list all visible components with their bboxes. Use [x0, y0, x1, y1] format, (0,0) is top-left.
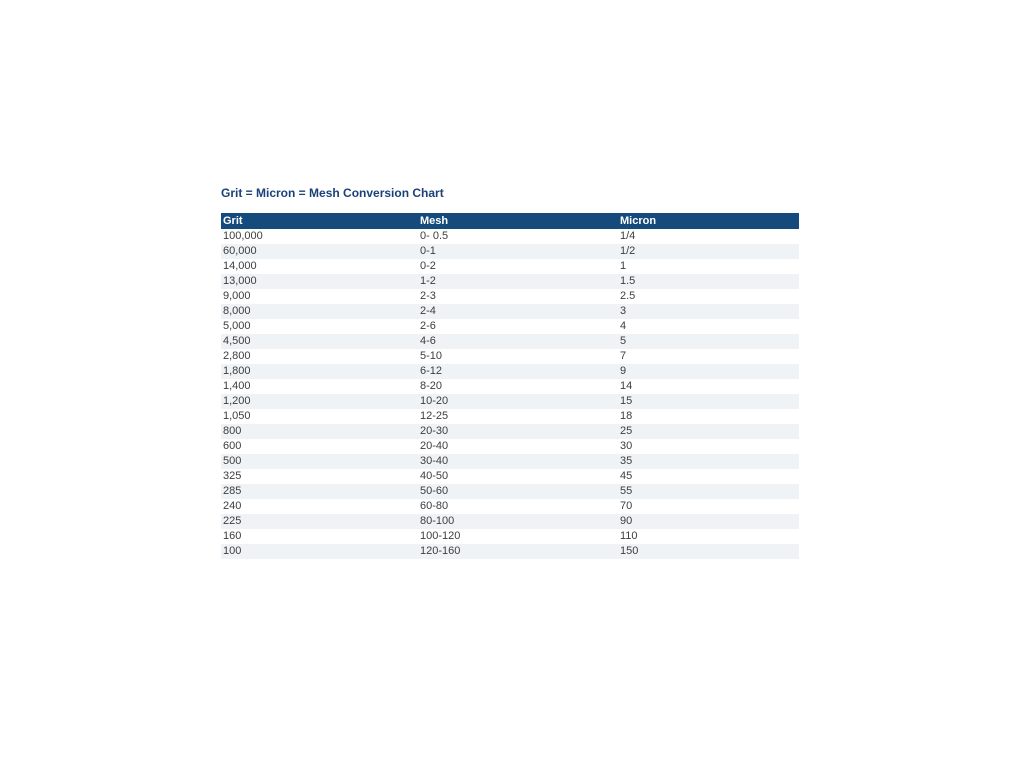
- grit-cell: 1,200: [223, 395, 251, 407]
- grit-cell: 13,000: [223, 275, 257, 287]
- mesh-cell: 2-3: [420, 290, 436, 302]
- mesh-cell: 30-40: [420, 455, 449, 467]
- page-title: Grit = Micron = Mesh Conversion Chart: [221, 186, 444, 200]
- micron-cell: 7: [620, 350, 627, 362]
- grit-cell: 8,000: [223, 305, 251, 317]
- table-row: 100 120-160 150: [221, 544, 799, 559]
- table-row: 4,500 4-6 5: [221, 334, 799, 349]
- micron-cell: 55: [620, 485, 633, 497]
- micron-cell: 5: [620, 335, 627, 347]
- table-row: 800 20-30 25: [221, 424, 799, 439]
- mesh-cell: 0- 0.5: [420, 230, 449, 242]
- mesh-cell: 120-160: [420, 545, 461, 557]
- grit-cell: 160: [223, 530, 242, 542]
- grit-cell: 1,800: [223, 365, 251, 377]
- mesh-cell: 2-6: [420, 320, 436, 332]
- table-row: 1,200 10-20 15: [221, 394, 799, 409]
- grit-cell: 1,050: [223, 410, 251, 422]
- micron-cell: 1/2: [620, 245, 636, 257]
- table-header-row: Grit Mesh Micron: [221, 213, 799, 229]
- table-row: 2,800 5-10 7: [221, 349, 799, 364]
- grit-cell: 325: [223, 470, 242, 482]
- column-header-mesh: Mesh: [418, 213, 618, 229]
- grit-cell: 60,000: [223, 245, 257, 257]
- micron-cell: 1/4: [620, 230, 636, 242]
- mesh-cell: 100-120: [420, 530, 461, 542]
- table-body: 100,000 0- 0.5 1/4 60,000 0-1 1/2 14,000 0-2 1 13…: [221, 229, 799, 559]
- table-row: 13,000 1-2 1.5: [221, 274, 799, 289]
- table-row: 14,000 0-2 1: [221, 259, 799, 274]
- mesh-cell: 6-12: [420, 365, 443, 377]
- micron-cell: 14: [620, 380, 633, 392]
- mesh-cell: 1-2: [420, 275, 436, 287]
- table-row: 1,400 8-20 14: [221, 379, 799, 394]
- micron-cell: 110: [620, 530, 638, 542]
- grit-cell: 4,500: [223, 335, 251, 347]
- grit-cell: 100: [223, 545, 242, 557]
- micron-cell: 35: [620, 455, 633, 467]
- grit-cell: 285: [223, 485, 242, 497]
- mesh-cell: 5-10: [420, 350, 443, 362]
- grit-cell: 100,000: [223, 230, 263, 242]
- grit-cell: 800: [223, 425, 242, 437]
- grit-cell: 9,000: [223, 290, 251, 302]
- table-row: 9,000 2-3 2.5: [221, 289, 799, 304]
- table-row: 240 60-80 70: [221, 499, 799, 514]
- micron-cell: 30: [620, 440, 633, 452]
- micron-cell: 45: [620, 470, 633, 482]
- micron-cell: 15: [620, 395, 633, 407]
- micron-cell: 4: [620, 320, 627, 332]
- mesh-cell: 10-20: [420, 395, 449, 407]
- mesh-cell: 0-1: [420, 245, 436, 257]
- micron-cell: 3: [620, 305, 627, 317]
- micron-cell: 1: [620, 260, 627, 272]
- mesh-cell: 20-40: [420, 440, 449, 452]
- grit-cell: 14,000: [223, 260, 257, 272]
- table-row: 600 20-40 30: [221, 439, 799, 454]
- mesh-cell: 40-50: [420, 470, 449, 482]
- mesh-cell: 4-6: [420, 335, 436, 347]
- micron-cell: 2.5: [620, 290, 636, 302]
- table-row: 285 50-60 55: [221, 484, 799, 499]
- column-header-grit: Grit: [221, 213, 418, 229]
- table-row: 60,000 0-1 1/2: [221, 244, 799, 259]
- conversion-table: Grit Mesh Micron 100,000 0- 0.5 1/4 60,000 0…: [221, 213, 799, 559]
- table-row: 1,800 6-12 9: [221, 364, 799, 379]
- micron-cell: 18: [620, 410, 633, 422]
- micron-cell: 150: [620, 545, 639, 557]
- micron-cell: 90: [620, 515, 633, 527]
- table-row: 100,000 0- 0.5 1/4: [221, 229, 799, 244]
- table-row: 1,050 12-25 18: [221, 409, 799, 424]
- table-row: 325 40-50 45: [221, 469, 799, 484]
- mesh-cell: 8-20: [420, 380, 443, 392]
- table-row: 8,000 2-4 3: [221, 304, 799, 319]
- table-row: 5,000 2-6 4: [221, 319, 799, 334]
- mesh-cell: 80-100: [420, 515, 455, 527]
- grit-cell: 600: [223, 440, 242, 452]
- table-row: 225 80-100 90: [221, 514, 799, 529]
- micron-cell: 70: [620, 500, 633, 512]
- grit-cell: 225: [223, 515, 242, 527]
- mesh-cell: 2-4: [420, 305, 436, 317]
- mesh-cell: 60-80: [420, 500, 449, 512]
- column-header-micron: Micron: [618, 213, 799, 229]
- grit-cell: 240: [223, 500, 242, 512]
- micron-cell: 1.5: [620, 275, 636, 287]
- micron-cell: 9: [620, 365, 627, 377]
- grit-cell: 1,400: [223, 380, 251, 392]
- table-row: 500 30-40 35: [221, 454, 799, 469]
- grit-cell: 2,800: [223, 350, 251, 362]
- mesh-cell: 50-60: [420, 485, 449, 497]
- mesh-cell: 12-25: [420, 410, 449, 422]
- table-row: 160 100-120 110: [221, 529, 799, 544]
- grit-cell: 5,000: [223, 320, 251, 332]
- mesh-cell: 0-2: [420, 260, 436, 272]
- grit-cell: 500: [223, 455, 242, 467]
- mesh-cell: 20-30: [420, 425, 449, 437]
- conversion-chart-section: Grit = Micron = Mesh Conversion Chart Gr…: [221, 187, 799, 559]
- micron-cell: 25: [620, 425, 633, 437]
